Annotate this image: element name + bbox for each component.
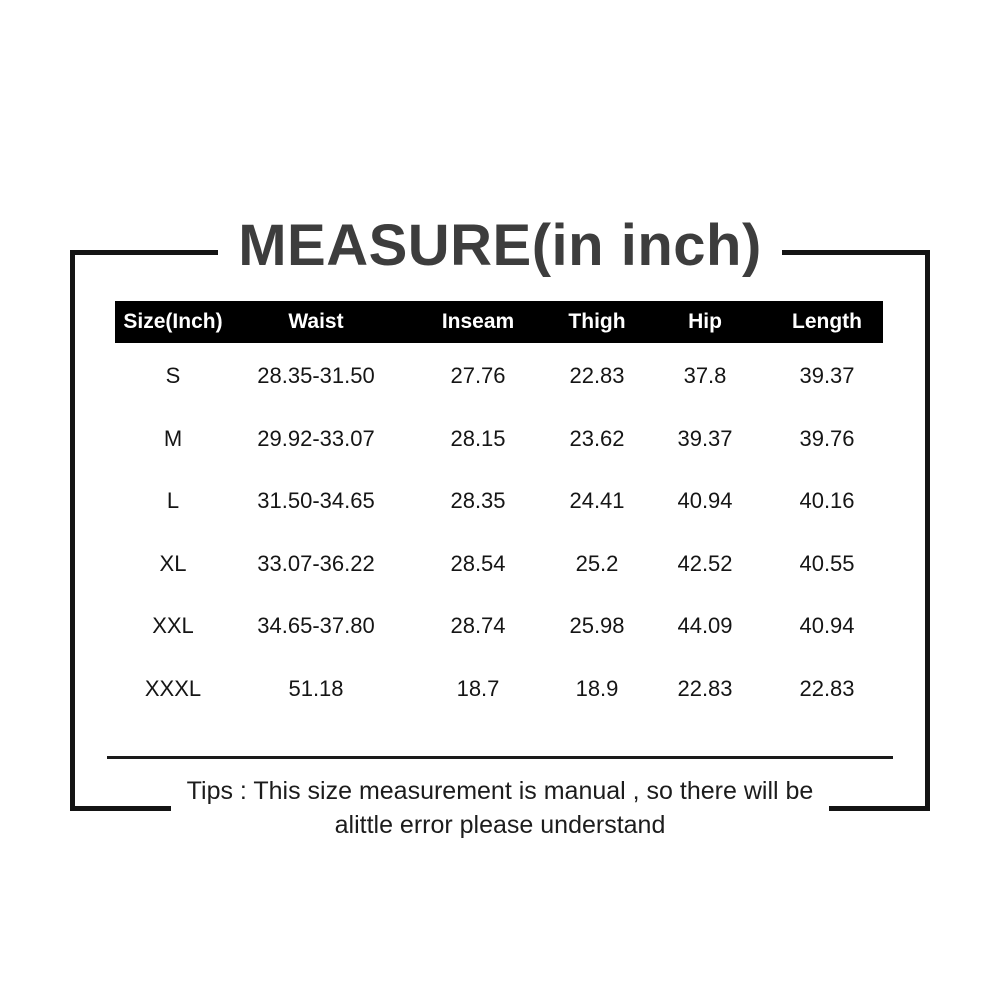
waist-cell: 33.07-36.22 xyxy=(257,550,375,576)
tips-line-2: alittle error please understand xyxy=(334,811,666,839)
hip-cell: 39.37 xyxy=(677,425,733,451)
tips-divider-line xyxy=(107,756,893,759)
size-cell: XXXL xyxy=(144,675,202,701)
table-header-row: Size(Inch) Waist Inseam Thigh Hip Length xyxy=(115,301,883,343)
table-row: XL 33.07-36.22 28.54 25.2 42.52 40.55 xyxy=(115,533,883,596)
col-header-hip: Hip xyxy=(688,310,722,333)
inseam-cell: 28.35 xyxy=(450,488,506,514)
col-header-waist: Waist xyxy=(288,310,344,333)
thigh-cell: 18.9 xyxy=(575,675,619,701)
table-row: M 29.92-33.07 28.15 23.62 39.37 39.76 xyxy=(115,408,883,471)
waist-cell: 28.35-31.50 xyxy=(257,363,375,389)
waist-cell: 31.50-34.65 xyxy=(257,488,375,514)
inseam-cell: 28.15 xyxy=(450,425,506,451)
waist-cell: 51.18 xyxy=(288,675,344,701)
size-table: Size(Inch) Waist Inseam Thigh Hip Length… xyxy=(115,301,883,720)
length-cell: 22.83 xyxy=(799,675,855,701)
thigh-cell: 25.2 xyxy=(575,550,619,576)
tips-note: Tips : This size measurement is manual ,… xyxy=(170,772,830,844)
page-title: MEASURE(in inch) xyxy=(218,210,782,282)
size-cell: S xyxy=(165,363,181,389)
length-cell: 40.16 xyxy=(799,488,855,514)
tips-note-wrap: Tips : This size measurement is manual ,… xyxy=(0,772,1000,844)
thigh-cell: 24.41 xyxy=(569,488,625,514)
hip-cell: 37.8 xyxy=(683,363,727,389)
thigh-cell: 23.62 xyxy=(569,425,625,451)
table-row: XXL 34.65-37.80 28.74 25.98 44.09 40.94 xyxy=(115,595,883,658)
table-row: S 28.35-31.50 27.76 22.83 37.8 39.37 xyxy=(115,345,883,408)
length-cell: 40.94 xyxy=(799,613,855,639)
hip-cell: 40.94 xyxy=(677,488,733,514)
col-header-inseam: Inseam xyxy=(441,310,515,333)
thigh-cell: 22.83 xyxy=(569,363,625,389)
col-header-thigh: Thigh xyxy=(568,310,626,333)
size-cell: XL xyxy=(159,550,187,576)
hip-cell: 42.52 xyxy=(677,550,733,576)
col-header-size: Size(Inch) xyxy=(123,310,223,333)
length-cell: 39.76 xyxy=(799,425,855,451)
waist-cell: 29.92-33.07 xyxy=(257,425,375,451)
waist-cell: 34.65-37.80 xyxy=(257,613,375,639)
size-cell: XXL xyxy=(152,613,194,639)
length-cell: 40.55 xyxy=(799,550,855,576)
thigh-cell: 25.98 xyxy=(569,613,625,639)
table-body: S 28.35-31.50 27.76 22.83 37.8 39.37 M 2… xyxy=(115,343,883,720)
chart-title-wrap: MEASURE(in inch) xyxy=(0,210,1000,282)
col-header-length: Length xyxy=(792,310,862,333)
inseam-cell: 27.76 xyxy=(450,363,506,389)
hip-cell: 44.09 xyxy=(677,613,733,639)
table-row: XXXL 51.18 18.7 18.9 22.83 22.83 xyxy=(115,658,883,721)
table-row: L 31.50-34.65 28.35 24.41 40.94 40.16 xyxy=(115,470,883,533)
inseam-cell: 18.7 xyxy=(456,675,500,701)
tips-line-1: Tips : This size measurement is manual ,… xyxy=(186,777,814,805)
inseam-cell: 28.54 xyxy=(450,550,506,576)
hip-cell: 22.83 xyxy=(677,675,733,701)
length-cell: 39.37 xyxy=(799,363,855,389)
size-cell: M xyxy=(163,425,183,451)
inseam-cell: 28.74 xyxy=(450,613,506,639)
size-cell: L xyxy=(166,488,180,514)
